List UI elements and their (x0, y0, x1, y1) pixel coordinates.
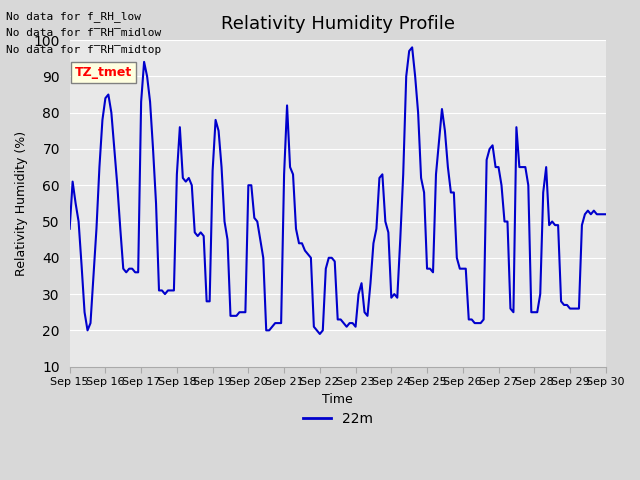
Text: No data for f_RH_low: No data for f_RH_low (6, 11, 141, 22)
Legend: 22m: 22m (297, 407, 378, 432)
Y-axis label: Relativity Humidity (%): Relativity Humidity (%) (15, 131, 28, 276)
Text: No data for f̅RH̅midlow: No data for f̅RH̅midlow (6, 28, 162, 38)
Title: Relativity Humidity Profile: Relativity Humidity Profile (221, 15, 454, 33)
Text: No data for f̅RH̅midtop: No data for f̅RH̅midtop (6, 45, 162, 55)
Text: TZ_tmet: TZ_tmet (75, 66, 132, 79)
X-axis label: Time: Time (323, 393, 353, 406)
